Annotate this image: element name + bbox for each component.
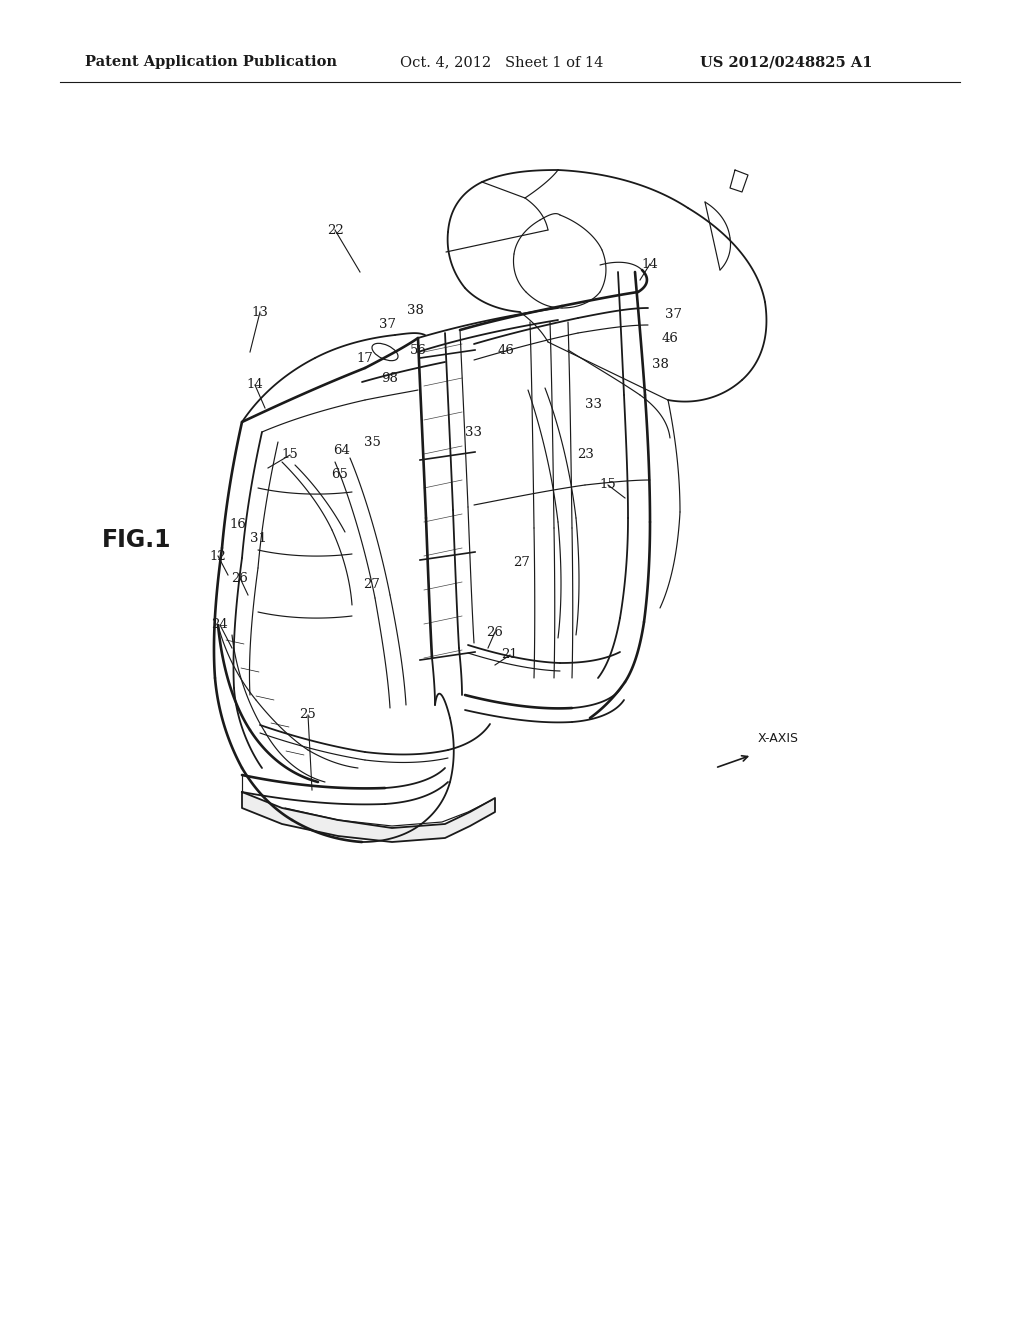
Text: 37: 37 [380,318,396,331]
Text: 24: 24 [212,619,228,631]
Text: 46: 46 [498,343,514,356]
Text: 37: 37 [666,309,683,322]
Text: 65: 65 [332,469,348,482]
Polygon shape [242,792,495,842]
Text: 22: 22 [327,223,343,236]
Text: US 2012/0248825 A1: US 2012/0248825 A1 [700,55,872,69]
Text: Patent Application Publication: Patent Application Publication [85,55,337,69]
Text: Oct. 4, 2012   Sheet 1 of 14: Oct. 4, 2012 Sheet 1 of 14 [400,55,603,69]
Text: 21: 21 [502,648,518,661]
Text: 17: 17 [356,351,374,364]
Text: 46: 46 [662,331,679,345]
Text: 38: 38 [407,304,424,317]
Text: 31: 31 [250,532,266,544]
Text: 13: 13 [252,305,268,318]
Text: 27: 27 [364,578,381,591]
Text: 33: 33 [466,425,482,438]
Text: 15: 15 [282,449,298,462]
Text: 56: 56 [410,343,426,356]
Text: 14: 14 [247,379,263,392]
Text: 23: 23 [578,449,595,462]
Text: 25: 25 [300,709,316,722]
Text: 33: 33 [586,399,602,412]
Text: 35: 35 [364,436,381,449]
Text: 14: 14 [642,257,658,271]
Text: 98: 98 [382,371,398,384]
Ellipse shape [372,343,398,360]
Text: FIG.1: FIG.1 [102,528,171,552]
Text: 64: 64 [334,444,350,457]
Text: 15: 15 [600,479,616,491]
Text: X-AXIS: X-AXIS [758,733,799,744]
Text: 27: 27 [514,556,530,569]
Text: 38: 38 [651,359,669,371]
Text: 16: 16 [229,519,247,532]
Text: 26: 26 [231,572,249,585]
Text: 26: 26 [486,626,504,639]
Text: 12: 12 [210,549,226,562]
